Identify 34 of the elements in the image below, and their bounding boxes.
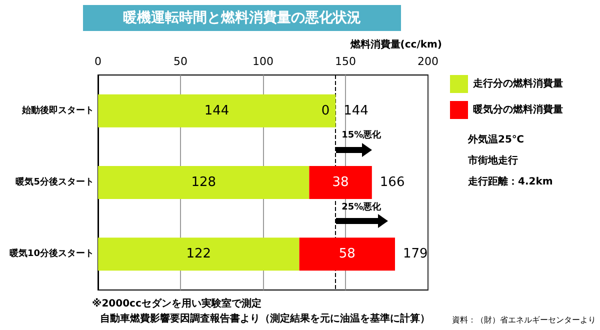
text: ※2000ccセダンを用い実験室で測定 — [92, 298, 262, 310]
text: 外気温25℃ — [467, 134, 524, 146]
x-tick-label: 150 — [335, 55, 356, 68]
annotation: 15%悪化 — [342, 130, 382, 141]
chart-title: 暖機運転時間と燃料消費量の悪化状況 — [123, 9, 361, 26]
x-tick-label: 50 — [174, 55, 188, 68]
x-axis-title: 燃料消費量(cc/km) — [349, 38, 442, 50]
x-tick-label: 100 — [252, 55, 274, 68]
text: 市街地走行 — [467, 154, 518, 166]
x-tick-label: 200 — [418, 55, 438, 68]
data-label: 122 — [186, 246, 212, 262]
legend-label: 走行分の燃料消費量 — [472, 78, 563, 90]
total-label: 166 — [380, 175, 405, 190]
bar — [98, 94, 336, 128]
total-label: 179 — [403, 246, 428, 262]
bar — [98, 166, 310, 199]
legend-label: 暖気分の燃料消費量 — [473, 104, 563, 116]
bar — [98, 238, 300, 271]
data-label: 58 — [338, 246, 356, 262]
data-label: 0 — [321, 103, 330, 118]
total-label: 144 — [344, 103, 368, 118]
bar — [299, 238, 395, 271]
text: 資料：（財）省エネルギーセンターより — [452, 316, 596, 324]
text: 走行距離：4.2km — [467, 176, 553, 188]
annotation: 25%悪化 — [342, 201, 382, 212]
y-tick-label: 暖気5分後スタート — [16, 176, 94, 188]
data-label: 128 — [191, 175, 216, 190]
bar — [309, 166, 372, 199]
y-tick-label: 暖気10分後スタート — [9, 248, 94, 260]
data-label: 144 — [204, 103, 230, 118]
text: 自動車燃費影響要因調査報告書より（測定結果を元に油温を基準に計算） — [100, 312, 430, 324]
x-tick-label: 0 — [94, 55, 102, 68]
data-label: 38 — [332, 175, 349, 190]
y-tick-label: 始動後即スタート — [21, 104, 94, 116]
